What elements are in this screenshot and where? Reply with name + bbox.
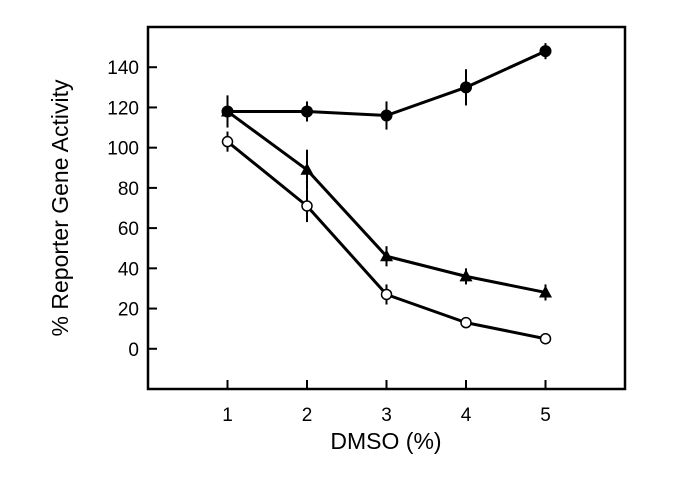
- data-point: [460, 316, 472, 329]
- y-tick-label: 80: [118, 179, 139, 200]
- y-tick-label: 60: [118, 219, 139, 240]
- data-point: [300, 162, 314, 175]
- series-3: [221, 131, 552, 345]
- x-axis-title: DMSO (%): [330, 428, 441, 454]
- series-layer: [221, 43, 552, 345]
- y-tick-label: 40: [118, 259, 139, 280]
- data-point: [460, 81, 472, 94]
- data-point: [380, 249, 393, 262]
- plot-frame: [146, 25, 627, 391]
- y-tick-label: 100: [107, 139, 139, 160]
- y-tick-label: 140: [107, 58, 139, 79]
- x-tick-label: 1: [222, 405, 233, 426]
- x-tick-label: 4: [461, 405, 472, 426]
- y-tick-label: 0: [128, 340, 139, 361]
- data-point: [539, 332, 552, 345]
- y-axis-title: % Reporter Gene Activity: [47, 79, 73, 336]
- series-1: [221, 43, 552, 130]
- series-2: [221, 99, 552, 301]
- x-tick-label: 2: [302, 405, 313, 426]
- data-point: [539, 285, 552, 298]
- data-point: [301, 105, 313, 118]
- series-line: [226, 140, 546, 341]
- data-point: [221, 135, 234, 148]
- y-tick-label: 120: [107, 98, 139, 119]
- data-point: [539, 45, 552, 58]
- data-point: [380, 288, 393, 301]
- data-point: [221, 104, 234, 117]
- data-point: [380, 109, 393, 122]
- data-point: [459, 269, 473, 282]
- x-tick-label: 5: [540, 405, 551, 426]
- y-axis: 0 20 40 60 80 100 120 140: [107, 58, 157, 361]
- x-axis: 1 2 3 4 5: [222, 380, 551, 426]
- y-tick-label: 20: [118, 300, 139, 321]
- data-point: [301, 200, 313, 212]
- x-tick-label: 3: [381, 405, 392, 426]
